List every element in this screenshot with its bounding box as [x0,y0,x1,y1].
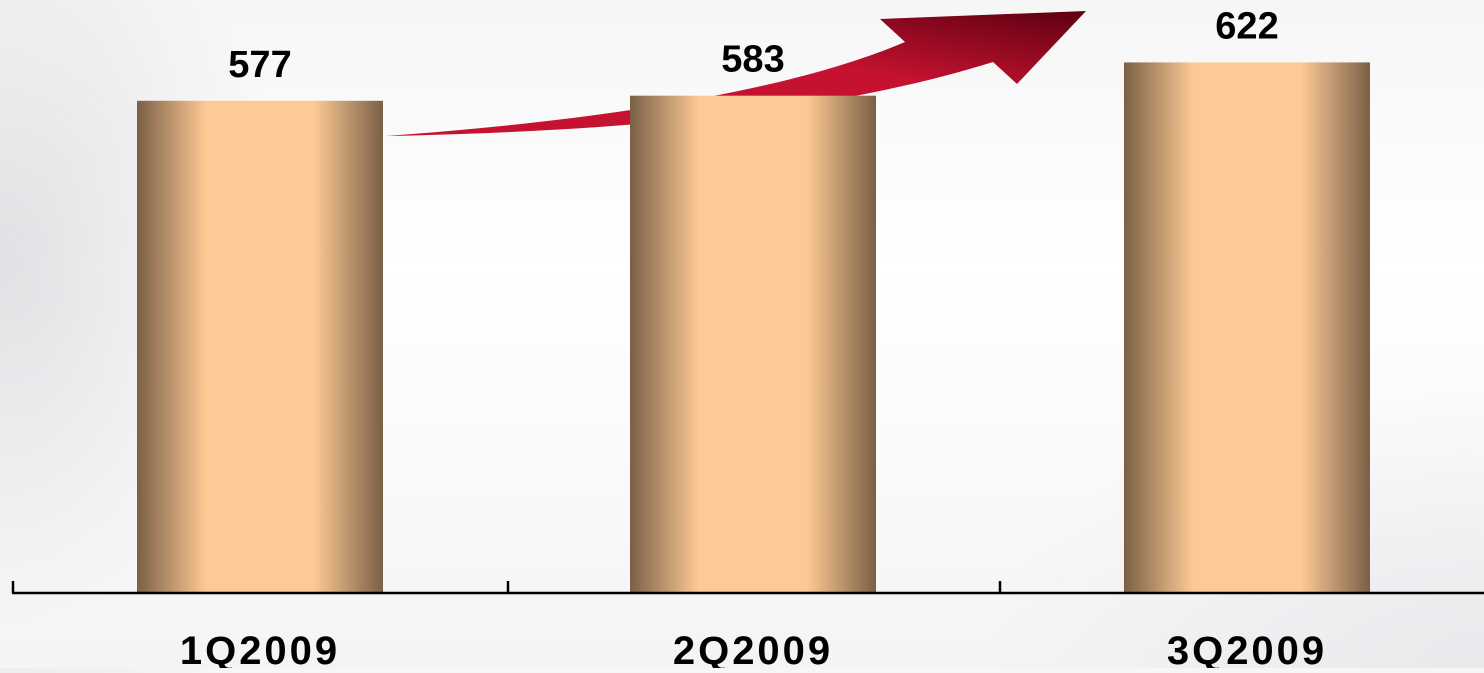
category-label-1Q2009: 1Q2009 [180,629,340,668]
data-label-1Q2009: 577 [228,44,291,86]
trend-arrow [386,11,1086,136]
bar-2Q2009 [630,95,876,593]
bar-3Q2009 [1124,62,1370,593]
data-label-3Q2009: 622 [1215,5,1278,47]
category-label-2Q2009: 2Q2009 [673,629,833,668]
bar-1Q2009 [137,100,383,593]
category-label-3Q2009: 3Q2009 [1167,629,1327,668]
data-label-2Q2009: 583 [721,39,784,81]
